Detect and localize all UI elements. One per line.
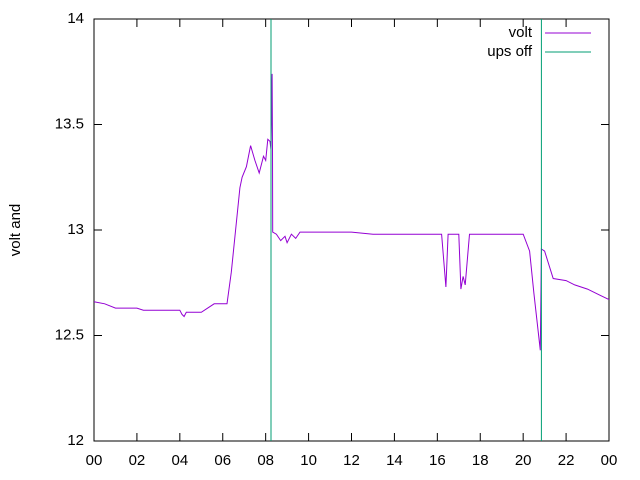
y-tick-label: 13.5 — [55, 115, 84, 132]
series-line — [270, 19, 542, 441]
y-tick-label: 13 — [67, 221, 84, 238]
x-tick-label: 16 — [429, 452, 446, 469]
x-tick-label: 02 — [129, 452, 146, 469]
x-tick-label: 20 — [515, 452, 532, 469]
x-tick-label: 14 — [386, 452, 403, 469]
series-line — [93, 73, 610, 351]
x-tick-label: 12 — [343, 452, 360, 469]
x-tick-label: 22 — [558, 452, 575, 469]
x-tick-label: 18 — [472, 452, 489, 469]
x-tick-label: 00 — [601, 452, 618, 469]
x-tick-label: 06 — [214, 452, 231, 469]
y-tick-label: 14 — [67, 10, 84, 27]
y-axis-label: volt and — [7, 204, 24, 257]
legend-label: ups off — [487, 43, 533, 60]
x-tick-label: 04 — [171, 452, 188, 469]
x-tick-label: 00 — [86, 452, 103, 469]
plot-border — [93, 18, 610, 442]
y-tick-label: 12 — [67, 432, 84, 449]
y-tick-label: 12.5 — [55, 326, 84, 343]
legend-label: volt — [509, 24, 533, 41]
x-tick-label: 10 — [300, 452, 317, 469]
x-tick-label: 08 — [257, 452, 274, 469]
